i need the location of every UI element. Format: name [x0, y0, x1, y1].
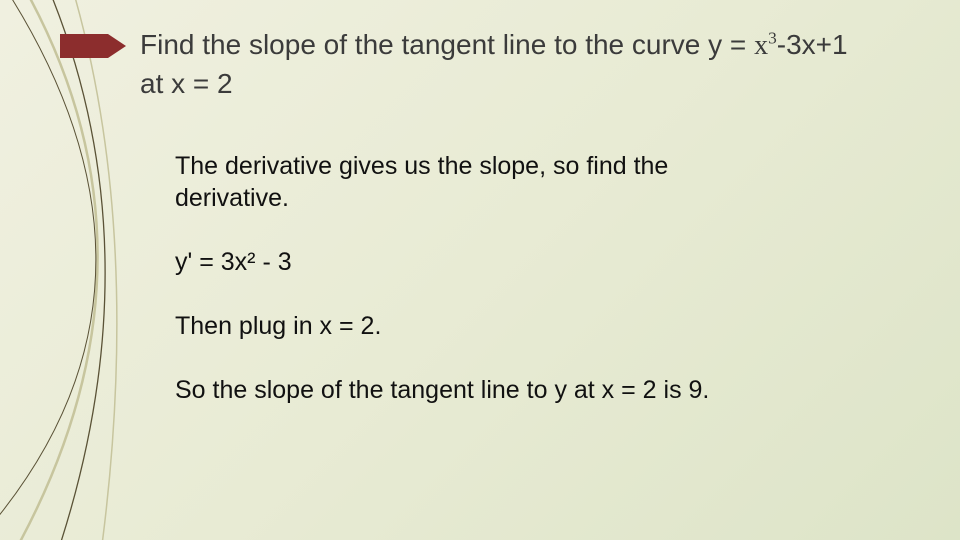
bullet-arrow-icon [60, 30, 130, 62]
body-line-4: So the slope of the tangent line to y at… [175, 374, 775, 406]
slide-title: Find the slope of the tangent line to th… [140, 26, 860, 103]
body-line-3: Then plug in x = 2. [175, 310, 775, 342]
body-line-1: The derivative gives us the slope, so fi… [175, 150, 775, 214]
title-math-var: x [754, 30, 768, 61]
slide-body: The derivative gives us the slope, so fi… [175, 150, 775, 438]
body-line-2: y' = 3x² - 3 [175, 246, 775, 278]
title-prefix: Find the slope of the tangent line to th… [140, 29, 754, 60]
title-math-exp: 3 [768, 29, 777, 48]
